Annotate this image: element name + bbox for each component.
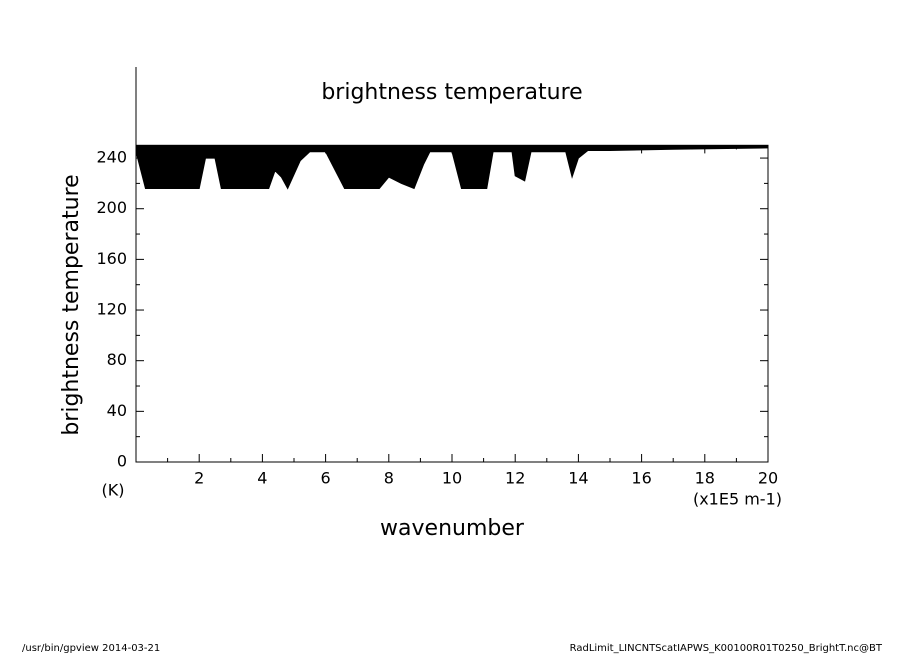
x-tick-label: 20 [758, 469, 778, 488]
y-tick-label: 160 [96, 249, 127, 268]
y-tick-label: 40 [107, 401, 127, 420]
x-tick-label: 12 [505, 469, 525, 488]
y-tick-label: 240 [96, 148, 127, 167]
x-tick-label: 8 [384, 469, 394, 488]
x-axis-label: wavenumber [380, 516, 525, 541]
x-tick-label: 16 [631, 469, 651, 488]
y-tick-label: 120 [96, 300, 127, 319]
y-unit: (K) [102, 481, 125, 500]
x-tick-label: 6 [321, 469, 331, 488]
x-tick-label: 10 [442, 469, 462, 488]
chart-title: brightness temperature [321, 80, 582, 105]
x-tick-label: 14 [568, 469, 588, 488]
x-tick-label: 18 [695, 469, 715, 488]
footer-left: /usr/bin/gpview 2014-03-21 [22, 643, 160, 654]
y-tick-label: 80 [107, 350, 127, 369]
y-tick-label: 0 [117, 452, 127, 471]
footer-right: RadLimit_LINCNTScatIAPWS_K00100R01T0250_… [570, 643, 883, 654]
x-unit: (x1E5 m-1) [693, 490, 782, 509]
y-axis-label: brightness temperature [59, 174, 84, 435]
x-tick-label: 4 [257, 469, 267, 488]
y-tick-label: 200 [96, 198, 127, 217]
x-tick-label: 2 [194, 469, 204, 488]
